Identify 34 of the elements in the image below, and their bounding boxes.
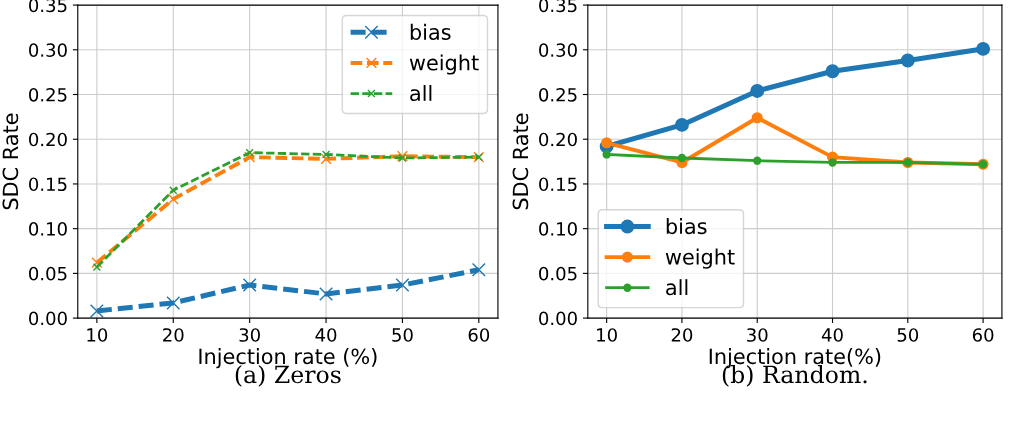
x-tick-label: 40 <box>315 328 337 342</box>
y-tick-label: 0.00 <box>539 311 577 326</box>
y-axis-title: SDC Rate <box>2 113 19 210</box>
x-tick-label: 30 <box>747 328 768 342</box>
y-axis-title: SDC Rate <box>512 113 529 210</box>
legend-label: weight <box>409 54 479 75</box>
legend-label: all <box>666 279 688 296</box>
y-tick-label: 0.20 <box>539 132 577 147</box>
x-tick-label: 60 <box>972 328 994 342</box>
y-tick-label: 0.30 <box>29 43 67 57</box>
y-tick-label: 0.20 <box>29 132 67 147</box>
legend-label: all <box>410 84 432 102</box>
y-tick-label: 0.10 <box>539 222 577 236</box>
legend-label: bias <box>410 23 451 40</box>
y-tick-label: 0.05 <box>539 266 577 281</box>
x-tick-label: 20 <box>163 328 184 342</box>
x-tick-label: 40 <box>821 328 843 342</box>
x-tick-label: 20 <box>671 328 693 342</box>
y-tick-label: 0.10 <box>29 222 67 236</box>
y-tick-label: 0.25 <box>29 87 67 102</box>
x-tick-label: 50 <box>897 328 919 342</box>
y-tick-label: 0.15 <box>29 177 67 192</box>
legend-label: bias <box>666 218 707 235</box>
x-tick-label: 10 <box>87 328 108 342</box>
legend-label: weight <box>665 248 735 269</box>
y-tick-label: 0.25 <box>539 87 577 102</box>
y-tick-label: 0.30 <box>539 43 577 57</box>
x-tick-label: 50 <box>392 328 413 342</box>
x-tick-label: 60 <box>468 328 490 342</box>
y-tick-label: 0.05 <box>29 266 67 281</box>
y-tick-label: 0.00 <box>29 311 67 326</box>
x-tick-label: 10 <box>597 328 617 342</box>
x-tick-label: 30 <box>239 328 260 342</box>
y-tick-label: 0.15 <box>539 177 577 192</box>
